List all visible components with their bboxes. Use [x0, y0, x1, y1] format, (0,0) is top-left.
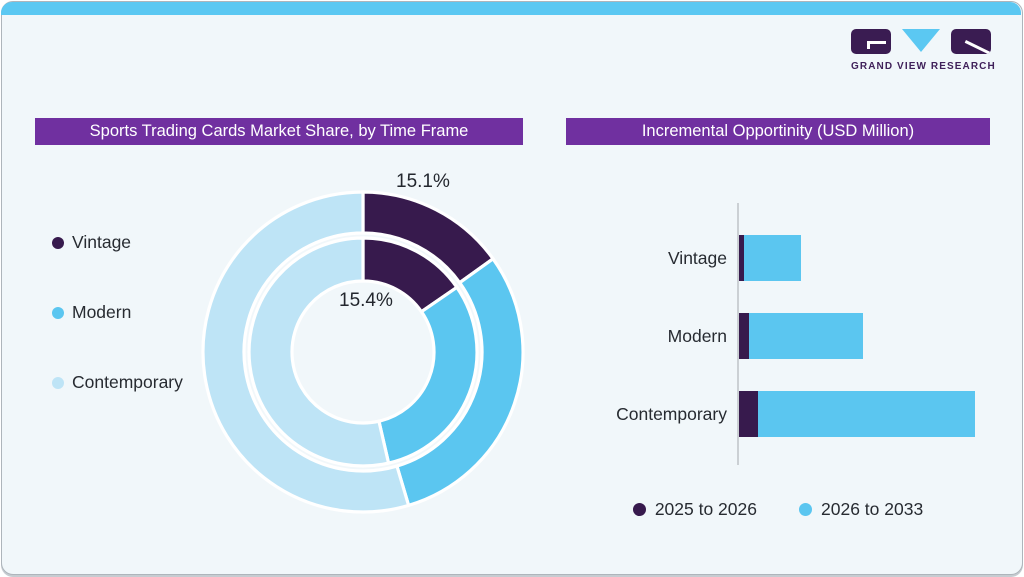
top-accent-bar [1, 2, 1021, 15]
legend-item-modern: Modern [52, 302, 131, 323]
donut-chart-title: Sports Trading Cards Market Share, by Ti… [35, 118, 523, 145]
logo-wordmark: GRAND VIEW RESEARCH [851, 61, 996, 72]
bar-label-modern: Modern [667, 326, 727, 346]
bar-row-vintage: Vintage [566, 235, 990, 281]
legend-label-2025-2026: 2025 to 2026 [654, 499, 757, 519]
bar-segment-contemporary-2025-2026 [739, 391, 758, 437]
legend-label-vintage: Vintage [72, 232, 132, 252]
bar-label-contemporary: Contemporary [616, 404, 727, 424]
legend-label-contemporary: Contemporary [72, 372, 183, 392]
legend-label-modern: Modern [72, 302, 132, 322]
bar-segment-modern-2025-2026 [739, 313, 749, 359]
legend-dot-contemporary [52, 376, 64, 389]
legend-item-contemporary: Contemporary [52, 372, 183, 393]
bar-segment-contemporary-2026-2033 [758, 391, 975, 437]
bar-row-contemporary: Contemporary [566, 391, 990, 437]
gvr-logo: GRAND VIEW RESEARCH [851, 29, 996, 72]
legend-dot-modern [52, 306, 64, 319]
logo-monogram [851, 29, 991, 54]
logo-r-block-icon [951, 29, 991, 54]
donut-label-outer-ring: 15.1% [396, 171, 450, 192]
legend-item-2025-2026: 2025 to 2026 [632, 499, 757, 520]
legend-item-vintage: Vintage [52, 232, 131, 253]
donut-label-inner-ring: 15.4% [339, 290, 393, 311]
logo-g-block-icon [851, 29, 891, 54]
donut-chart-title-text: Sports Trading Cards Market Share, by Ti… [89, 122, 469, 140]
legend-dot-vintage [52, 236, 64, 249]
bar-segment-vintage-2026-2033 [744, 235, 801, 281]
bar-label-vintage: Vintage [667, 248, 727, 268]
bar-segment-modern-2026-2033 [749, 313, 863, 359]
bar-axis-line [737, 203, 739, 465]
bar-chart: Vintage Modern Contemporary [566, 203, 990, 465]
legend-item-2026-2033: 2026 to 2033 [799, 499, 923, 520]
bar-chart-title: Incremental Opportinity (USD Million) [566, 118, 990, 145]
legend-label-2026-2033: 2026 to 2033 [821, 499, 924, 519]
bar-segment-vintage-2025-2026 [739, 235, 744, 281]
bar-row-modern: Modern [566, 313, 990, 359]
donut-chart [201, 190, 525, 514]
logo-v-triangle-icon [902, 29, 940, 52]
bar-chart-title-text: Incremental Opportinity (USD Million) [641, 122, 915, 140]
legend-dot-2025-2026 [632, 503, 646, 516]
legend-dot-2026-2033 [799, 503, 812, 516]
bar-legend: 2025 to 2026 2026 to 2033 [566, 499, 990, 520]
